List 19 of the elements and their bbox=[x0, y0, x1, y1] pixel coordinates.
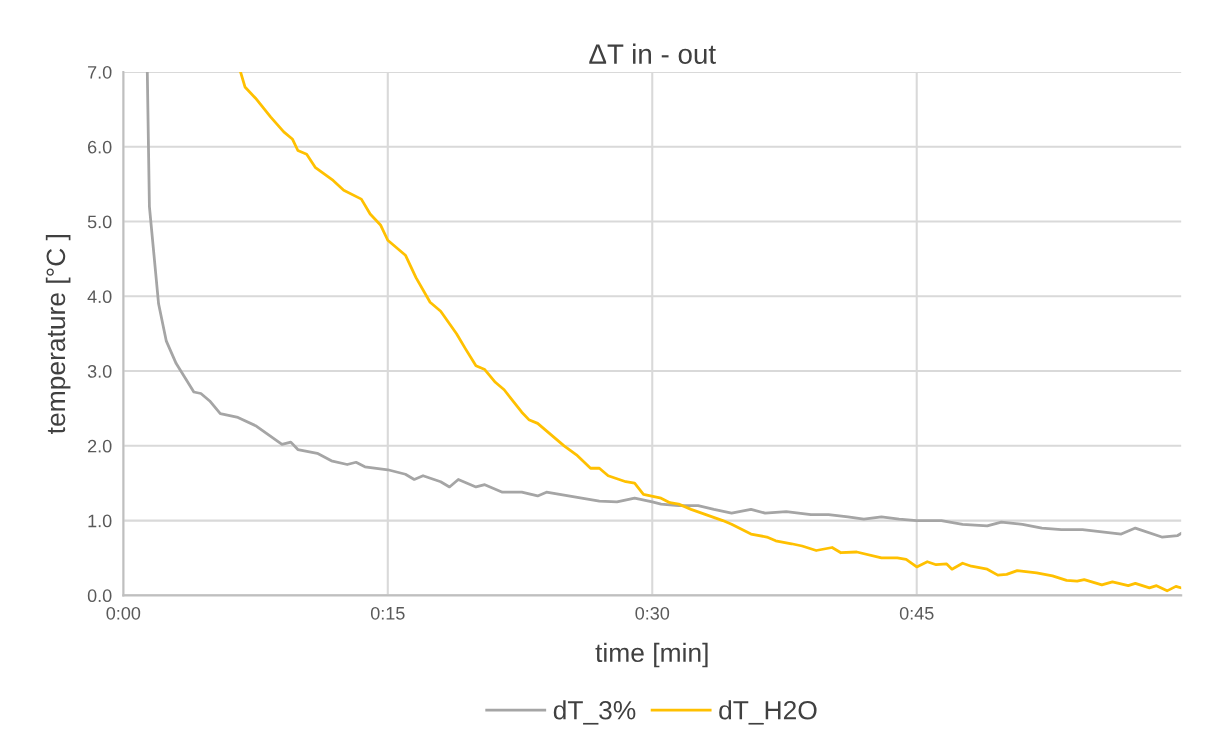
chart-title: ΔT in - out bbox=[589, 43, 716, 64]
line-series bbox=[145, 72, 1182, 539]
y-tick-label: 0.0 bbox=[87, 589, 112, 603]
y-tick-label: 4.0 bbox=[87, 290, 112, 304]
x-axis-title: time [min] bbox=[595, 642, 708, 668]
y-tick-label: 5.0 bbox=[87, 215, 112, 229]
x-tick-label: 0:00 bbox=[106, 606, 141, 620]
line-series bbox=[239, 72, 1182, 593]
y-axis-title: temperature [°C ] bbox=[45, 234, 71, 434]
y-tick-label: 7.0 bbox=[88, 65, 112, 79]
legend-label: dT_H2O bbox=[719, 700, 817, 725]
x-tick-label: 0:15 bbox=[370, 606, 405, 620]
y-tick-label: 1.0 bbox=[88, 514, 112, 528]
y-tick-label: 3.0 bbox=[87, 365, 112, 378]
x-tick-label: 0:30 bbox=[635, 606, 670, 620]
legend-label: dT_3% bbox=[553, 700, 636, 725]
y-tick-label: 6.0 bbox=[88, 140, 112, 154]
x-tick-label: 0:45 bbox=[899, 606, 934, 620]
y-tick-label: 2.0 bbox=[88, 439, 112, 453]
